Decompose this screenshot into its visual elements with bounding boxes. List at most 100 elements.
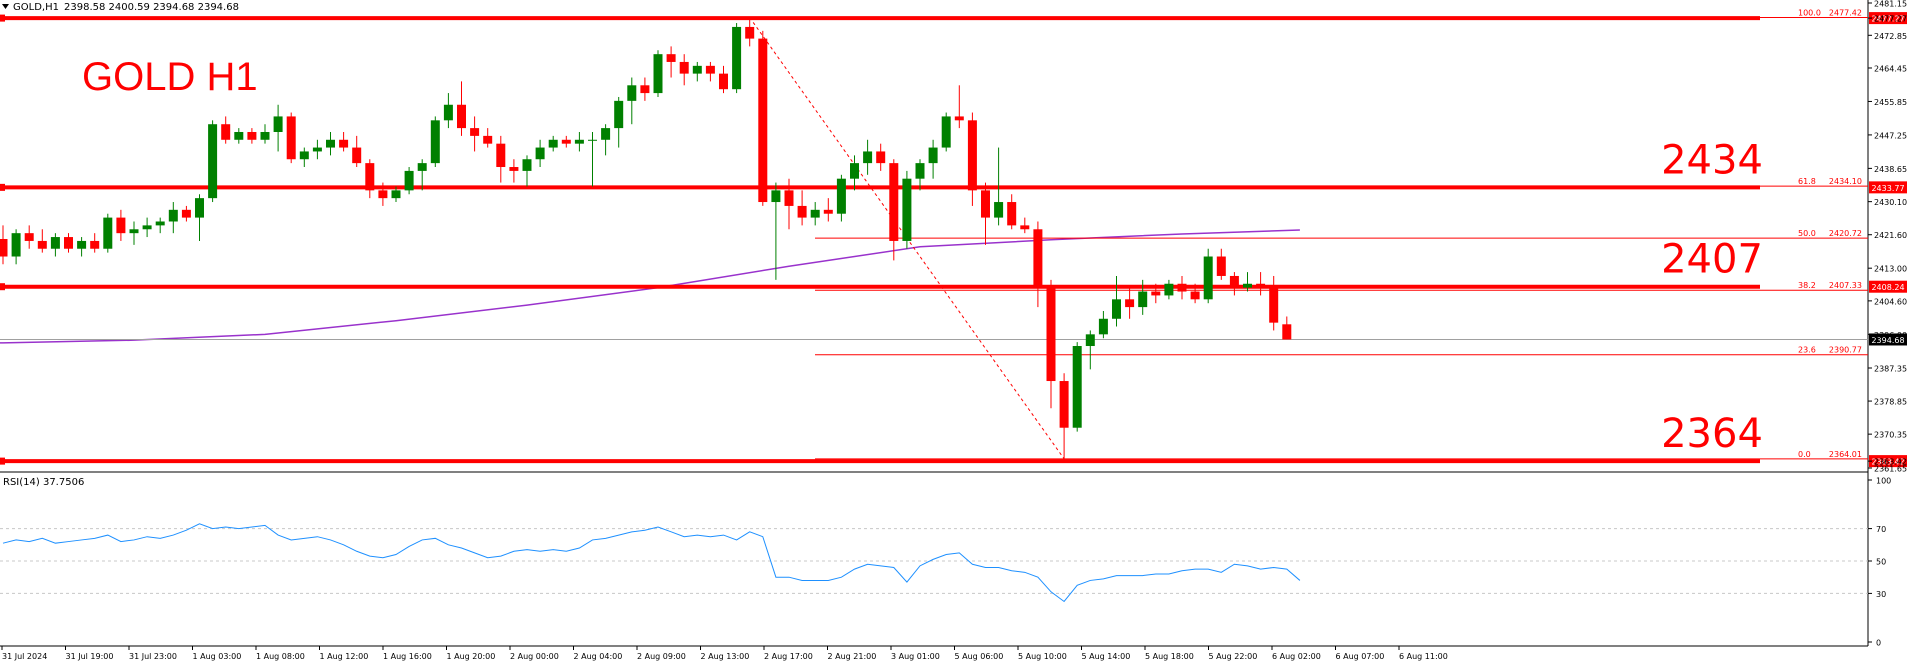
candle-body[interactable]	[574, 139, 584, 144]
candle-body[interactable]	[928, 147, 938, 164]
candle-body[interactable]	[666, 54, 676, 62]
candle-body[interactable]	[692, 65, 702, 74]
candle-body[interactable]	[810, 209, 820, 218]
candle-body[interactable]	[181, 209, 191, 218]
candle-body[interactable]	[941, 116, 951, 148]
candle-body[interactable]	[732, 26, 742, 90]
candle-body[interactable]	[1085, 334, 1095, 347]
candle-body[interactable]	[1098, 318, 1108, 335]
candle-body[interactable]	[0, 239, 8, 257]
candle-body[interactable]	[496, 143, 506, 168]
candle-body[interactable]	[365, 163, 375, 191]
candle-body[interactable]	[404, 170, 414, 191]
candle-body[interactable]	[640, 85, 650, 94]
candle-body[interactable]	[1256, 283, 1266, 288]
symbol-menu-triangle-icon[interactable]	[2, 4, 9, 9]
candle-body[interactable]	[391, 190, 401, 199]
candle-body[interactable]	[1112, 299, 1121, 319]
candle-body[interactable]	[1203, 256, 1213, 300]
candle-body[interactable]	[142, 225, 152, 230]
candle-body[interactable]	[915, 163, 925, 179]
candle-body[interactable]	[954, 116, 964, 121]
candle-body[interactable]	[1151, 291, 1161, 296]
level-anchor-marker[interactable]	[0, 457, 5, 465]
candle-body[interactable]	[1269, 287, 1279, 323]
candle-body[interactable]	[1125, 299, 1135, 308]
candle-body[interactable]	[588, 139, 597, 141]
candle-body[interactable]	[443, 104, 453, 121]
candle-body[interactable]	[155, 221, 165, 226]
candle-body[interactable]	[1243, 283, 1252, 288]
candle-body[interactable]	[286, 116, 296, 160]
candle-body[interactable]	[627, 85, 637, 101]
candle-body[interactable]	[260, 131, 270, 140]
candle-body[interactable]	[863, 151, 873, 164]
candle-body[interactable]	[1138, 291, 1148, 308]
candle-body[interactable]	[797, 205, 807, 218]
candle-body[interactable]	[535, 147, 545, 160]
candle-body[interactable]	[326, 139, 335, 148]
candle-body[interactable]	[653, 54, 663, 94]
candle-body[interactable]	[457, 104, 466, 129]
candle-body[interactable]	[168, 209, 178, 222]
candle-body[interactable]	[758, 38, 768, 203]
candle-body[interactable]	[784, 190, 794, 206]
candle-body[interactable]	[548, 139, 558, 148]
candle-body[interactable]	[116, 217, 126, 234]
candle-body[interactable]	[221, 124, 231, 140]
candle-body[interactable]	[273, 116, 283, 132]
candle-body[interactable]	[339, 139, 349, 148]
candle-body[interactable]	[967, 120, 977, 191]
candle-body[interactable]	[77, 240, 87, 249]
candle-body[interactable]	[679, 61, 689, 74]
candle-body[interactable]	[771, 190, 781, 203]
candle-body[interactable]	[208, 124, 218, 199]
candle-body[interactable]	[561, 139, 571, 144]
candle-body[interactable]	[1164, 283, 1174, 296]
candle-body[interactable]	[1007, 202, 1017, 226]
candle-body[interactable]	[509, 167, 519, 171]
candle-body[interactable]	[719, 73, 728, 90]
candle-body[interactable]	[1059, 381, 1069, 428]
level-anchor-marker[interactable]	[0, 14, 5, 22]
candle-body[interactable]	[195, 198, 204, 218]
candle-body[interactable]	[378, 190, 388, 199]
candle-body[interactable]	[850, 163, 859, 179]
candle-body[interactable]	[430, 120, 440, 164]
candle-body[interactable]	[876, 151, 886, 164]
candle-body[interactable]	[1033, 229, 1043, 288]
candle-body[interactable]	[981, 190, 990, 218]
candle-body[interactable]	[64, 237, 73, 249]
candle-body[interactable]	[417, 163, 427, 171]
candle-body[interactable]	[994, 202, 1004, 218]
candle-body[interactable]	[889, 163, 899, 241]
candle-body[interactable]	[234, 131, 244, 140]
candle-body[interactable]	[24, 233, 34, 241]
candle-body[interactable]	[823, 209, 833, 214]
level-anchor-marker[interactable]	[0, 283, 5, 291]
candle-body[interactable]	[312, 147, 322, 152]
candle-body[interactable]	[1177, 283, 1187, 292]
candle-body[interactable]	[299, 151, 309, 160]
candle-body[interactable]	[129, 229, 139, 234]
candle-body[interactable]	[37, 240, 47, 249]
candle-body[interactable]	[836, 178, 846, 214]
level-anchor-marker[interactable]	[0, 183, 5, 191]
candle-body[interactable]	[522, 159, 532, 171]
candle-body[interactable]	[745, 26, 755, 39]
candle-body[interactable]	[483, 135, 493, 144]
candle-body[interactable]	[601, 128, 611, 140]
candle-body[interactable]	[1216, 256, 1226, 276]
candle-body[interactable]	[1072, 346, 1082, 428]
candle-body[interactable]	[50, 237, 60, 249]
candle-body[interactable]	[1229, 275, 1239, 288]
candle-body[interactable]	[1046, 287, 1056, 382]
candle-body[interactable]	[705, 65, 715, 74]
candle-body[interactable]	[1020, 225, 1030, 230]
candle-body[interactable]	[103, 217, 113, 249]
candle-body[interactable]	[902, 178, 912, 241]
candle-body[interactable]	[614, 100, 624, 129]
candle-body[interactable]	[90, 240, 100, 249]
candle-body[interactable]	[1282, 324, 1292, 340]
